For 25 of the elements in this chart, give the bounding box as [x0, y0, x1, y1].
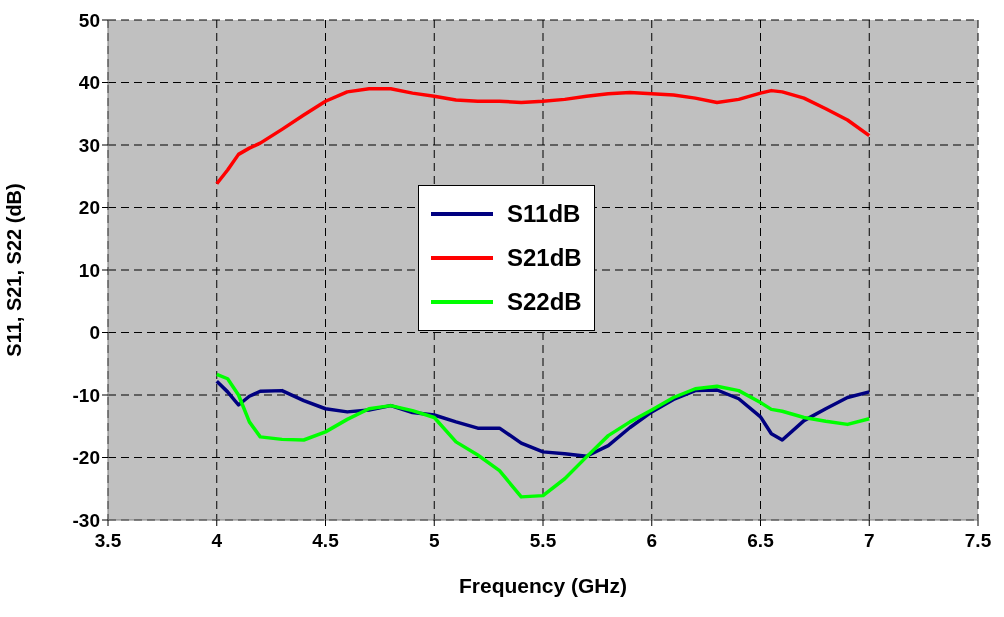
legend-label: S11dB: [507, 200, 581, 228]
y-tick-label: -10: [72, 384, 100, 406]
x-tick-label: 7: [863, 530, 875, 552]
y-tick-label: 30: [78, 134, 100, 156]
legend-label: S22dB: [507, 288, 582, 316]
line-series: [215, 87, 871, 186]
legend-label: S21dB: [507, 244, 582, 272]
line-series: [215, 372, 871, 499]
y-tick-label: 10: [78, 259, 100, 281]
x-tick-label: 4: [211, 530, 223, 552]
x-tick-label: 3.5: [94, 530, 122, 552]
x-tick-label: 4.5: [312, 530, 340, 552]
x-tick-label: 7.5: [964, 530, 992, 552]
y-tick-label: 20: [78, 197, 100, 219]
y-tick-label: 50: [78, 9, 100, 31]
y-tick-label: 40: [78, 72, 100, 94]
x-tick-label: 6.5: [747, 530, 775, 552]
y-tick-label: 0: [89, 322, 100, 344]
x-tick-label: 6: [646, 530, 658, 552]
y-tick-label: -20: [72, 447, 100, 469]
x-tick-label: 5: [428, 530, 440, 552]
x-axis-title: Frequency (GHz): [458, 574, 628, 597]
y-axis-title: S11, S21, S22 (dB): [3, 183, 26, 357]
x-tick-label: 5.5: [529, 530, 557, 552]
y-tick-label: -30: [72, 509, 100, 531]
